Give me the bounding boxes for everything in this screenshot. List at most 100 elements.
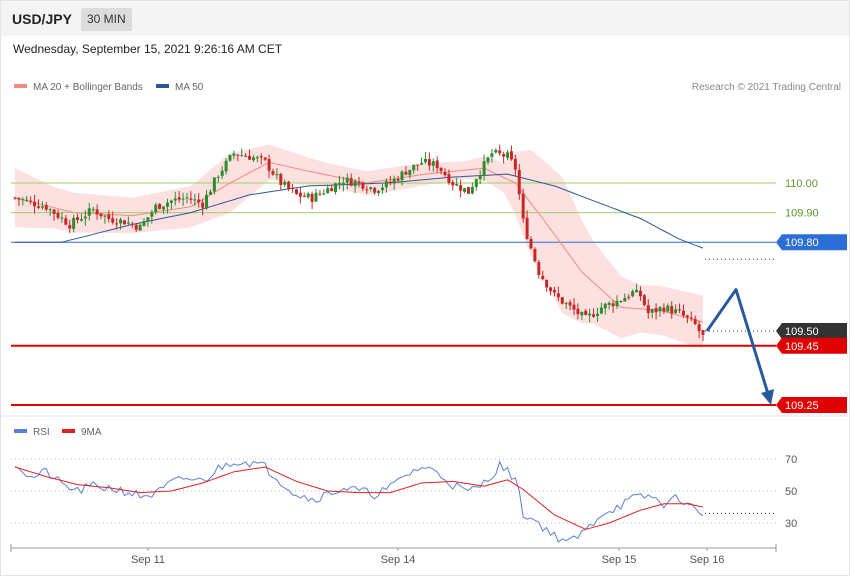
candle-body: [13, 197, 17, 199]
candle-body: [377, 190, 381, 194]
candle-body: [185, 197, 189, 199]
candle-body: [181, 198, 185, 200]
candle-body: [400, 171, 404, 181]
candle-body: [150, 212, 154, 217]
candle-body: [208, 191, 212, 195]
candle-body: [365, 189, 369, 191]
candle-body: [420, 162, 424, 165]
x-tick-label-3: Sep 16: [690, 554, 725, 566]
candle-body: [506, 152, 510, 158]
candle-body: [541, 275, 545, 280]
candle-body: [584, 310, 588, 315]
candle-body: [29, 200, 33, 202]
candle-body: [189, 198, 193, 200]
candle-body: [275, 174, 279, 176]
candle-body: [130, 223, 134, 225]
candle-body: [392, 179, 396, 184]
candle-body: [427, 159, 431, 166]
level-tag-109-80: [776, 234, 847, 251]
candle-body: [666, 305, 670, 312]
candle-body: [87, 208, 91, 216]
candle-body: [201, 202, 205, 208]
candle-body: [615, 300, 619, 307]
candle-body: [44, 205, 48, 210]
candle-body: [611, 303, 615, 307]
candle-body: [119, 219, 123, 224]
candle-body: [463, 188, 467, 192]
rsi-tick-70: 70: [785, 454, 797, 466]
candle-body: [357, 181, 361, 183]
candle-body: [244, 155, 248, 157]
candle-body: [451, 181, 455, 186]
symbol-label: USD/JPY: [12, 11, 72, 27]
candle-body: [95, 209, 99, 215]
candle-body: [525, 217, 529, 239]
legend-9ma-swatch: [62, 429, 75, 433]
candle-body: [517, 170, 521, 195]
legend-9ma-label: 9MA: [81, 427, 102, 438]
candle-body: [83, 216, 87, 219]
candle-body: [17, 197, 21, 200]
candle-body: [568, 302, 572, 306]
candle-body: [459, 185, 463, 191]
candle-body: [646, 305, 650, 314]
candle-body: [294, 189, 298, 194]
candle-body: [502, 153, 506, 157]
candle-body: [318, 193, 322, 195]
candle-body: [212, 177, 216, 192]
candle-body: [478, 175, 482, 180]
candle-body: [681, 310, 685, 316]
legend-rsi-label: RSI: [33, 427, 50, 438]
candle-body: [263, 157, 267, 160]
timeframe-button[interactable]: 30 MIN: [81, 8, 132, 31]
candle-body: [404, 171, 408, 175]
candle-body: [177, 197, 181, 200]
candle-body: [158, 203, 162, 209]
rsi-plot: 70 50 30: [11, 454, 797, 543]
candle-body: [693, 318, 697, 324]
copyright-label: Research © 2021 Trading Central: [692, 82, 841, 93]
candle-body: [560, 297, 564, 304]
candle-body: [326, 188, 330, 194]
candle-body: [576, 308, 580, 315]
forecast-arrow: [705, 288, 771, 398]
x-tick-label-0: Sep 11: [131, 554, 165, 566]
candle-body: [470, 186, 474, 194]
candle-body: [169, 200, 173, 203]
level-label-109-50: 109.50: [785, 326, 819, 338]
candle-body: [337, 182, 341, 184]
candle-body: [486, 157, 490, 163]
candle-body: [330, 188, 334, 192]
candle-body: [21, 199, 25, 201]
chart-header: USD/JPY 30 MIN: [1, 1, 849, 36]
candle-body: [674, 309, 678, 313]
candle-body: [631, 291, 635, 297]
candle-body: [369, 187, 373, 189]
candle-body: [228, 155, 232, 161]
candle-body: [697, 324, 701, 332]
candle-body: [380, 187, 384, 191]
candle-body: [322, 193, 326, 195]
candle-body: [193, 199, 197, 201]
x-tick-label-2: Sep 15: [602, 554, 637, 566]
candle-body: [498, 150, 502, 154]
level-label-109-25: 109.25: [785, 400, 819, 412]
candle-body: [103, 215, 107, 217]
candle-body: [64, 218, 68, 225]
candle-body: [607, 302, 611, 305]
legend-rsi-swatch: [14, 429, 27, 433]
candle-body: [232, 153, 236, 156]
candle-body: [283, 181, 287, 185]
candle-body: [447, 174, 451, 183]
candle-body: [56, 213, 60, 218]
level-tag-109-25: [776, 397, 847, 413]
candle-body: [466, 187, 470, 194]
candle-body: [396, 179, 400, 181]
candle-body: [138, 224, 142, 231]
level-tag-109-50: [776, 323, 847, 339]
candle-body: [412, 164, 416, 171]
candle-body: [91, 209, 95, 211]
candle-body: [423, 158, 427, 163]
candle-body: [513, 158, 517, 170]
